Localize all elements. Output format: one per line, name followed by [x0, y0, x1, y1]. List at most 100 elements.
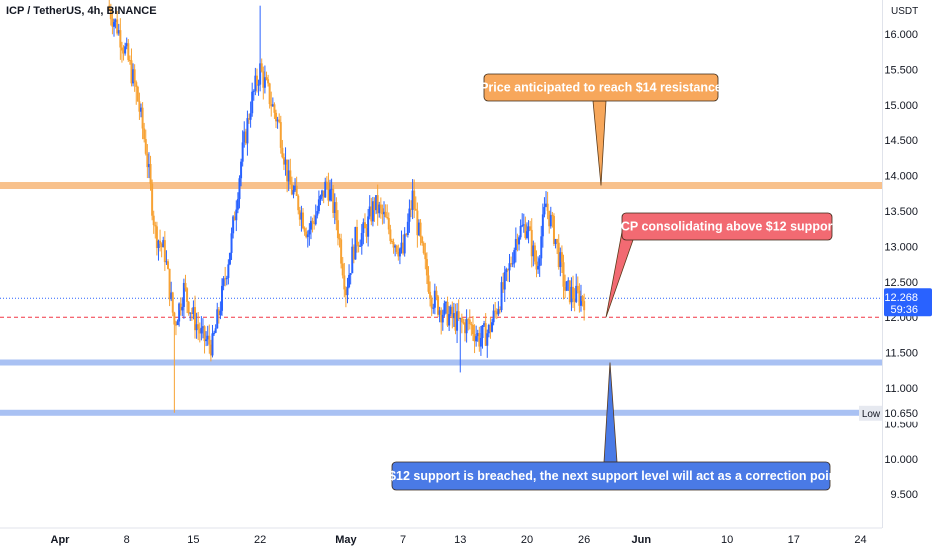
- candle-body[interactable]: [298, 210, 301, 220]
- candle-body[interactable]: [322, 190, 325, 198]
- candle-body[interactable]: [427, 275, 430, 292]
- candle-body[interactable]: [554, 239, 557, 245]
- candle-body[interactable]: [413, 190, 416, 209]
- candle-body[interactable]: [143, 128, 146, 140]
- candle-body[interactable]: [211, 333, 214, 356]
- candle-body[interactable]: [383, 211, 386, 215]
- candle-body[interactable]: [321, 190, 324, 196]
- candle-body[interactable]: [533, 245, 536, 262]
- candle-body[interactable]: [459, 317, 462, 319]
- candle-body[interactable]: [252, 90, 255, 92]
- candle-body[interactable]: [238, 178, 241, 200]
- candle-body[interactable]: [548, 210, 551, 227]
- candle-body[interactable]: [462, 322, 465, 324]
- candle-body[interactable]: [556, 239, 559, 243]
- candle-body[interactable]: [506, 269, 509, 271]
- candle-body[interactable]: [170, 292, 173, 300]
- candle-body[interactable]: [583, 301, 586, 311]
- candle-body[interactable]: [173, 312, 176, 325]
- candle-body[interactable]: [386, 216, 389, 219]
- candle-body[interactable]: [236, 199, 239, 210]
- candle-body[interactable]: [271, 104, 274, 107]
- candle-body[interactable]: [437, 296, 440, 315]
- candle-body[interactable]: [332, 188, 335, 214]
- candle-body[interactable]: [527, 226, 530, 232]
- candle-body[interactable]: [578, 290, 581, 306]
- candle-body[interactable]: [567, 280, 570, 282]
- candle-body[interactable]: [138, 101, 141, 112]
- candle-body[interactable]: [259, 63, 262, 85]
- candle-body[interactable]: [387, 218, 390, 230]
- candle-body[interactable]: [486, 333, 489, 346]
- candle-body[interactable]: [186, 288, 189, 302]
- candle-body[interactable]: [233, 216, 236, 221]
- candle-body[interactable]: [205, 339, 208, 342]
- candle-body[interactable]: [389, 229, 392, 241]
- candle-body[interactable]: [564, 286, 567, 291]
- candle-body[interactable]: [127, 43, 130, 60]
- candle-body[interactable]: [308, 229, 311, 235]
- candle-body[interactable]: [109, 9, 112, 20]
- candle-body[interactable]: [552, 216, 555, 245]
- candle-body[interactable]: [336, 220, 339, 239]
- candle-body[interactable]: [330, 188, 333, 190]
- candle-body[interactable]: [494, 310, 497, 312]
- candle-body[interactable]: [165, 261, 168, 263]
- candle-body[interactable]: [174, 324, 177, 326]
- candle-body[interactable]: [560, 252, 563, 263]
- candle-body[interactable]: [438, 310, 441, 315]
- candle-body[interactable]: [359, 245, 362, 247]
- candle-body[interactable]: [119, 30, 122, 48]
- candle-body[interactable]: [184, 282, 187, 289]
- candle-body[interactable]: [246, 118, 249, 144]
- candle-body[interactable]: [313, 222, 316, 225]
- candle-body[interactable]: [452, 313, 455, 319]
- candle-body[interactable]: [232, 216, 235, 234]
- currency-label[interactable]: USDT: [891, 6, 919, 17]
- candle-body[interactable]: [111, 19, 114, 27]
- candle-body[interactable]: [352, 246, 355, 260]
- candle-body[interactable]: [159, 240, 162, 244]
- candle-body[interactable]: [524, 224, 527, 239]
- candle-body[interactable]: [421, 236, 424, 244]
- candle-body[interactable]: [221, 285, 224, 311]
- candle-body[interactable]: [270, 104, 273, 107]
- candle-body[interactable]: [254, 75, 257, 91]
- candle-body[interactable]: [475, 336, 478, 342]
- candle-body[interactable]: [222, 278, 225, 286]
- candle-body[interactable]: [371, 201, 374, 222]
- candle-body[interactable]: [573, 298, 576, 302]
- candle-body[interactable]: [497, 309, 500, 315]
- candle-body[interactable]: [505, 269, 508, 273]
- candle-body[interactable]: [487, 325, 490, 334]
- candle-body[interactable]: [368, 206, 371, 217]
- candle-body[interactable]: [532, 245, 535, 257]
- candle-body[interactable]: [483, 323, 486, 326]
- candle-body[interactable]: [440, 310, 443, 323]
- candle-body[interactable]: [255, 75, 258, 86]
- candle-body[interactable]: [575, 285, 578, 302]
- candle-body[interactable]: [282, 157, 285, 165]
- candle-body[interactable]: [240, 161, 243, 179]
- candle-body[interactable]: [348, 274, 351, 288]
- candle-body[interactable]: [479, 338, 482, 347]
- candle-body[interactable]: [441, 314, 444, 323]
- candle-body[interactable]: [448, 314, 451, 326]
- candle-body[interactable]: [194, 307, 197, 331]
- candle-body[interactable]: [408, 208, 411, 222]
- candle-body[interactable]: [398, 248, 401, 257]
- candle-body[interactable]: [537, 265, 540, 270]
- candle-body[interactable]: [141, 107, 144, 129]
- candle-body[interactable]: [203, 326, 206, 342]
- candle-body[interactable]: [397, 252, 400, 257]
- candle-body[interactable]: [465, 319, 468, 334]
- candle-body[interactable]: [541, 214, 544, 237]
- candle-body[interactable]: [178, 303, 181, 322]
- candle-body[interactable]: [491, 322, 494, 332]
- candle-body[interactable]: [424, 253, 427, 260]
- candle-body[interactable]: [324, 181, 327, 198]
- candle-body[interactable]: [335, 202, 338, 221]
- candle-body[interactable]: [576, 285, 579, 291]
- candle-body[interactable]: [425, 259, 428, 276]
- candle-body[interactable]: [303, 228, 306, 232]
